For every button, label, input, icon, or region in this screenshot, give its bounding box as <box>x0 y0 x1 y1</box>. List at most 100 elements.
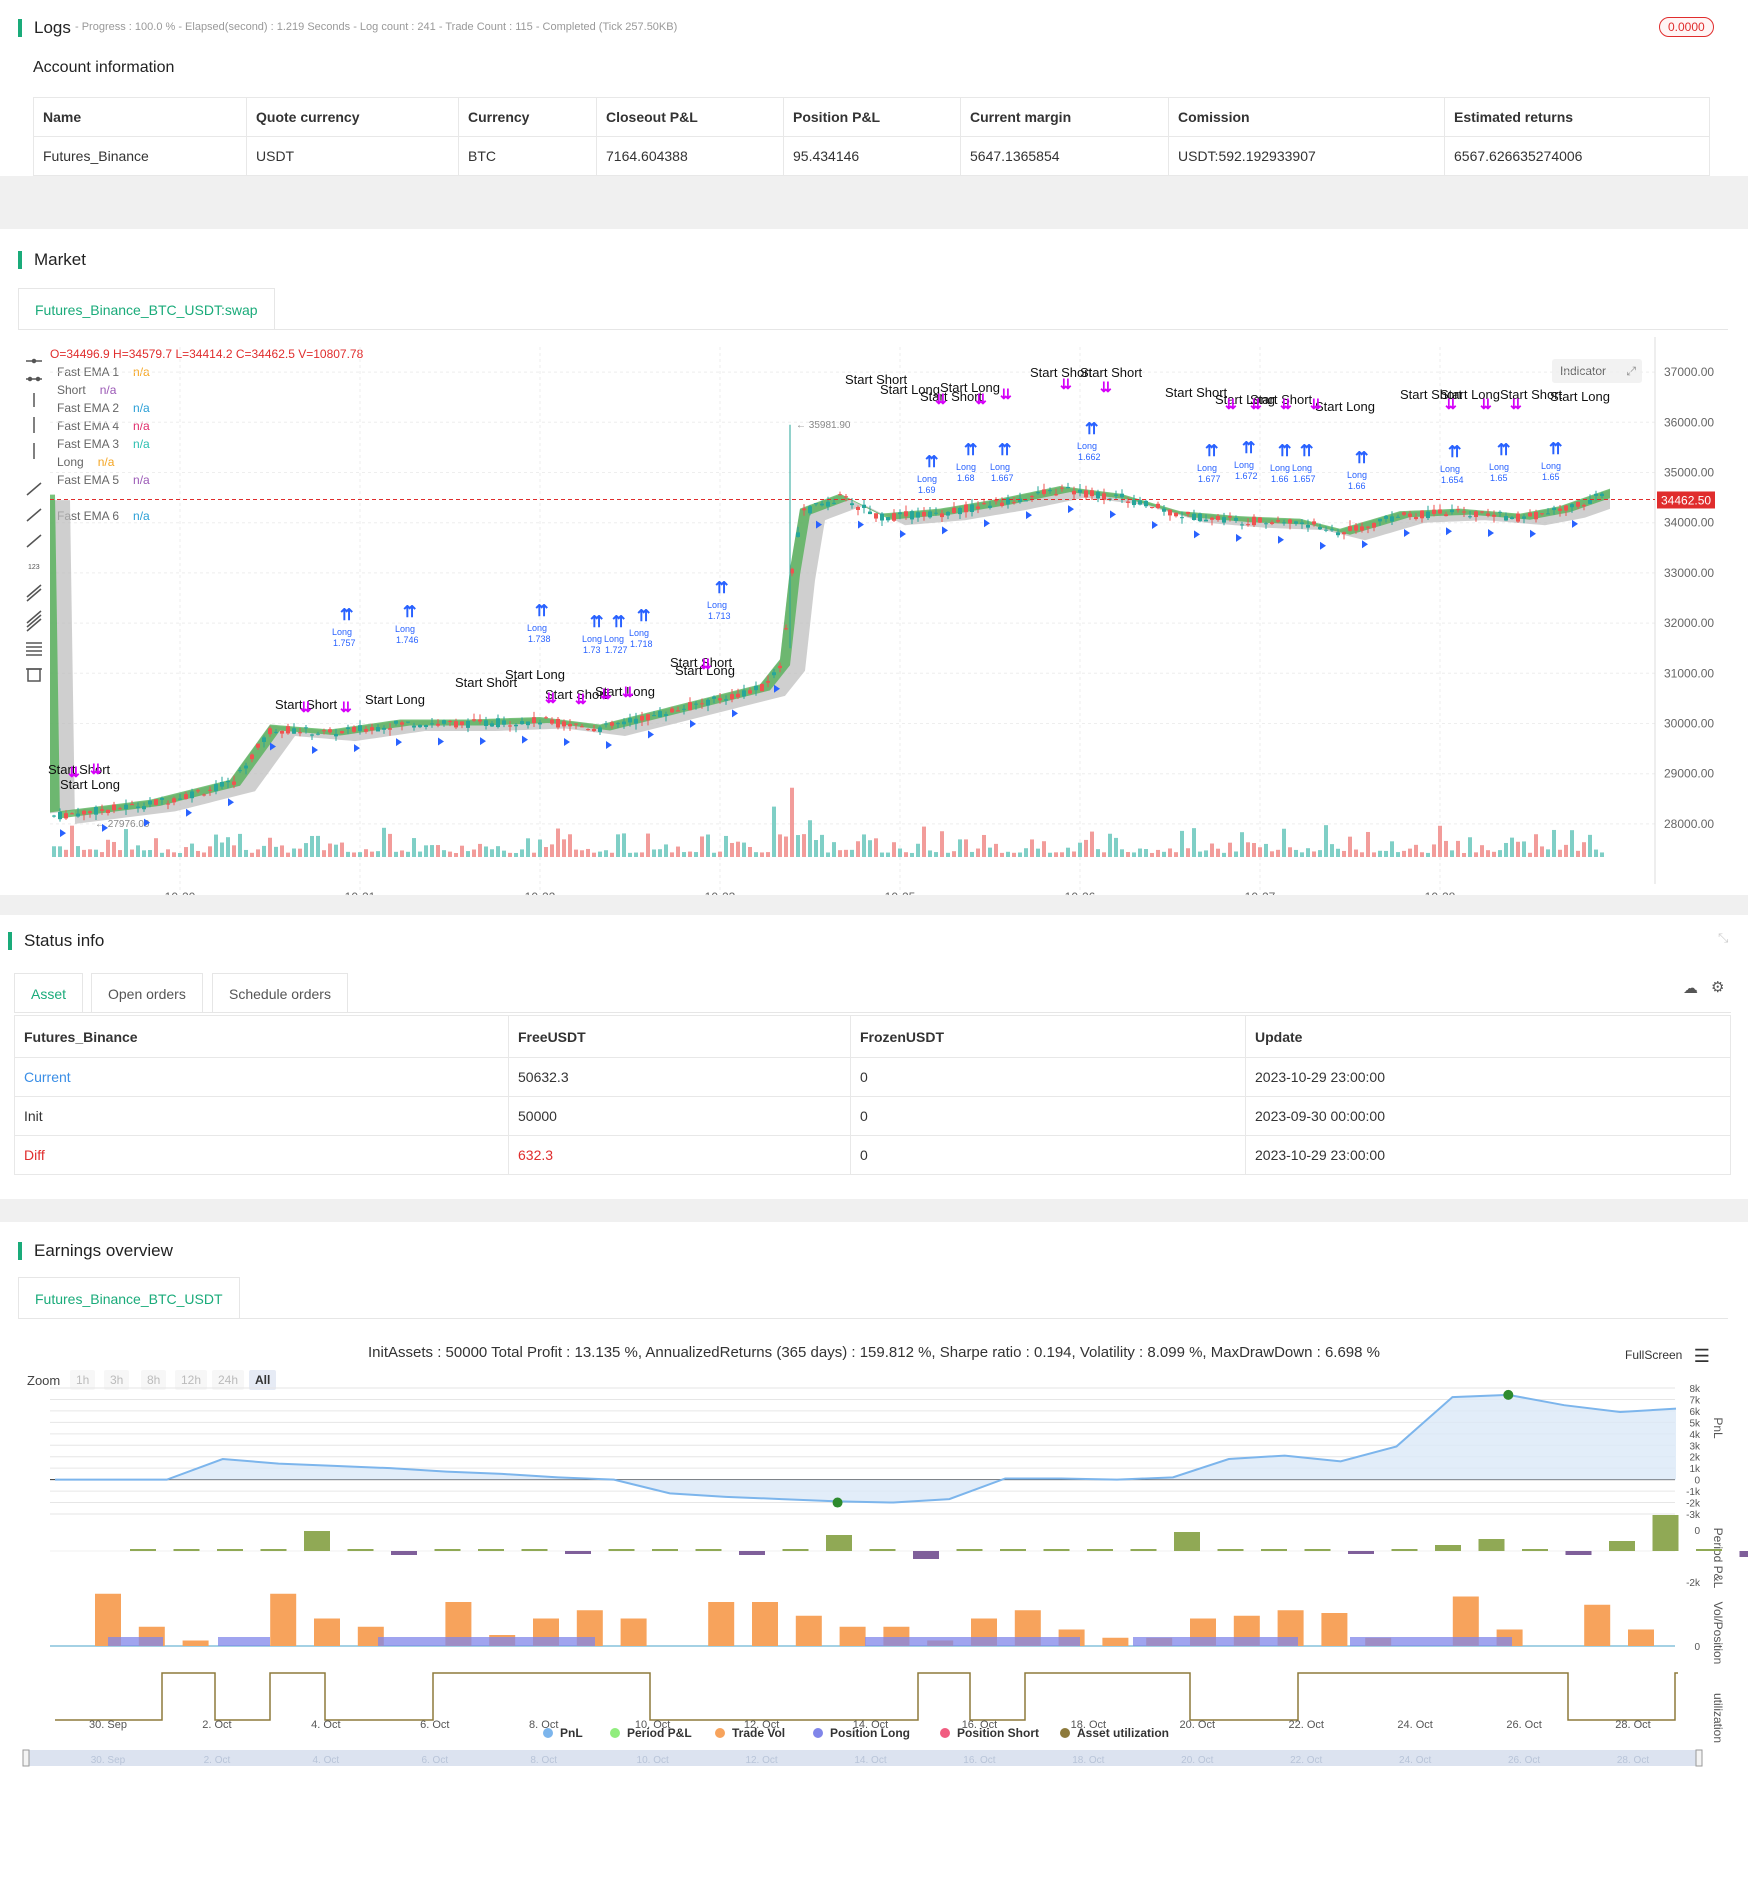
period-pnl-bar <box>1043 1549 1070 1551</box>
volume-bar <box>940 831 944 857</box>
volume-bar <box>1546 849 1550 857</box>
candle-body <box>322 730 326 732</box>
volume-bar <box>328 843 332 857</box>
candle-body <box>94 806 98 815</box>
candle-body <box>1120 493 1124 498</box>
volume-bar <box>856 841 860 857</box>
fullscreen-label: FullScreen <box>1625 1348 1683 1362</box>
long-label: Long <box>956 462 976 472</box>
trade-vol-bar <box>1628 1629 1654 1646</box>
volume-bar <box>838 850 842 857</box>
candle-body <box>1516 513 1520 522</box>
period-pnl-bar <box>1348 1551 1374 1554</box>
candle-body <box>238 770 242 772</box>
short-marker: ⇊ <box>1225 396 1237 412</box>
gear-icon[interactable]: ⚙ <box>1711 979 1725 996</box>
tab-schedule-orders[interactable]: Schedule orders <box>212 973 348 1013</box>
candle-body <box>1216 516 1220 520</box>
account-header-row: Name Quote currency Currency Closeout P&… <box>33 97 1710 137</box>
candle-body <box>892 513 896 521</box>
fullscreen-button[interactable]: FullScreen ☰ <box>1625 1346 1710 1367</box>
volume-bar <box>808 820 812 857</box>
zoom-8h[interactable]: 8h <box>141 1370 167 1390</box>
volume-bar <box>1270 851 1274 857</box>
zoom-1h[interactable]: 1h <box>70 1370 96 1390</box>
candle-body <box>1006 498 1010 505</box>
zoom-12h[interactable]: 12h <box>175 1370 208 1390</box>
candle-body <box>526 721 530 726</box>
volume-bar <box>982 834 986 857</box>
trade-vol-bar <box>357 1626 384 1646</box>
volume-bar <box>790 787 794 857</box>
candle-body <box>1402 512 1406 515</box>
volume-bar <box>676 846 680 857</box>
indicator-button[interactable]: Indicator ⤢ <box>1552 359 1642 383</box>
price-tick: 30000.00 <box>1664 717 1714 731</box>
long-arrow: ⇈ <box>964 442 977 459</box>
short-marker: ⇊ <box>600 686 612 702</box>
candle-body <box>1342 532 1346 535</box>
axis-label: Period P&L <box>1711 1528 1725 1589</box>
navigator-tick: 30. Sep <box>91 1755 126 1766</box>
volume-bar <box>418 851 422 857</box>
candle-body <box>106 809 110 814</box>
collapse-icon[interactable]: ⤡ <box>1718 930 1729 945</box>
position-long-bar <box>218 1637 270 1646</box>
volume-bar <box>1468 837 1472 857</box>
col-current-margin: Current margin <box>960 97 1169 137</box>
short-marker: ⇊ <box>340 699 352 715</box>
period-pnl-bar <box>1522 1549 1548 1551</box>
signal-triangle <box>816 520 822 529</box>
volume-bar <box>436 845 440 857</box>
candle-body <box>196 790 200 792</box>
volume-bar <box>1480 845 1484 857</box>
legend-label: PnL <box>560 1726 583 1740</box>
long-arrow: ⇈ <box>612 614 625 631</box>
volume-bar <box>646 833 650 857</box>
zoom-3h[interactable]: 3h <box>104 1370 130 1390</box>
candle-body <box>580 726 584 728</box>
candle-body <box>1450 509 1454 513</box>
volume-bar <box>106 839 110 857</box>
candle-body <box>1108 498 1112 500</box>
tab-asset[interactable]: Asset <box>14 973 84 1013</box>
toolbar-icons[interactable]: 123 <box>22 347 46 767</box>
trade-vol-bar <box>182 1640 209 1646</box>
candle-body <box>1174 512 1178 517</box>
zoom-all[interactable]: All <box>249 1370 277 1390</box>
volume-bar <box>748 846 752 857</box>
pnl-tick: 4k <box>1689 1430 1701 1441</box>
candle-body <box>220 782 224 787</box>
volume-bar <box>1552 829 1556 857</box>
volume-bar <box>868 840 872 857</box>
col-position-pnl: Position P&L <box>783 97 961 137</box>
candle-body <box>1000 502 1004 506</box>
tab-market-symbol[interactable]: Futures_Binance_BTC_USDT:swap <box>18 288 275 330</box>
vol-tick: 0 <box>1694 1642 1700 1653</box>
zoom-24h[interactable]: 24h <box>212 1370 245 1390</box>
tab-earnings-symbol[interactable]: Futures_Binance_BTC_USDT <box>18 1277 240 1319</box>
volume-bar <box>1312 851 1316 857</box>
candle-body <box>1426 511 1430 519</box>
pnl-tick: 1k <box>1689 1464 1701 1475</box>
candle-body <box>1558 508 1562 511</box>
candle-body <box>250 754 254 760</box>
legend-label: Period P&L <box>627 1726 692 1740</box>
cloud-download-icon[interactable]: ☁ <box>1683 980 1698 997</box>
volume-bar <box>274 846 278 857</box>
volume-bar <box>1576 850 1580 857</box>
period-pnl-bar <box>695 1549 722 1551</box>
volume-bar <box>1210 843 1214 857</box>
pnl-tick: 6k <box>1689 1407 1701 1418</box>
volume-bar <box>1450 850 1454 857</box>
tab-open-orders[interactable]: Open orders <box>91 973 203 1013</box>
logs-status: - Progress : 100.0 % - Elapsed(second) :… <box>75 21 678 33</box>
volume-bar <box>346 851 350 857</box>
candle-body <box>568 723 572 727</box>
col-exchange: Futures_Binance <box>14 1015 509 1058</box>
navigator-tick: 24. Oct <box>1399 1755 1431 1766</box>
volume-bar <box>1408 848 1412 857</box>
legend-label: Position Short <box>957 1726 1039 1740</box>
long-label: Long <box>917 474 937 484</box>
